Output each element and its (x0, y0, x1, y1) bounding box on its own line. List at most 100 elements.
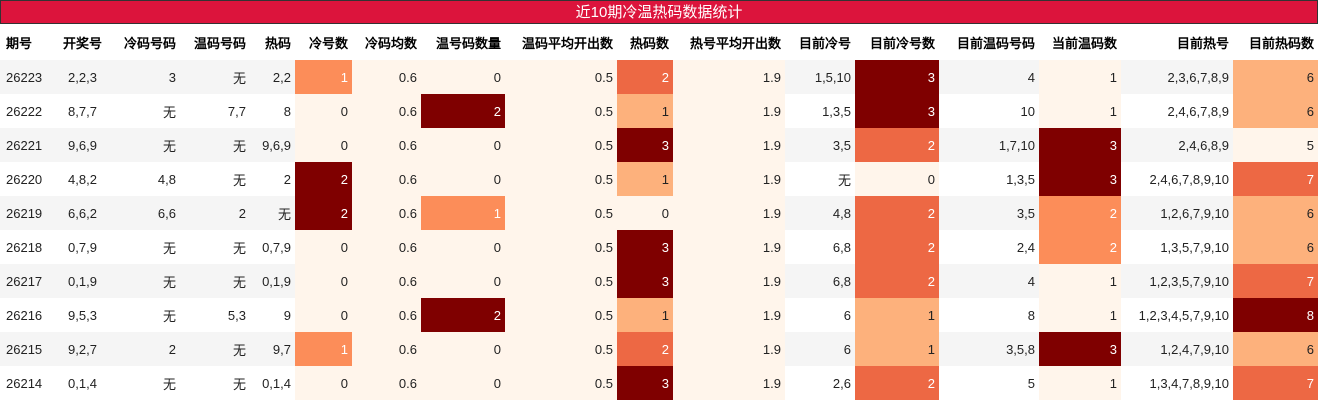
cell: 0 (421, 264, 505, 298)
cell: 2 (110, 332, 180, 366)
cell: 26215 (0, 332, 55, 366)
cell: 0.6 (352, 366, 421, 400)
cell: 1.9 (673, 128, 785, 162)
cell: 8 (939, 298, 1039, 332)
cell: 1,3,4,7,8,9,10 (1121, 366, 1233, 400)
column-header: 冷号数 (295, 24, 352, 60)
cell: 无 (110, 230, 180, 264)
cell: 1.9 (673, 162, 785, 196)
cell: 26214 (0, 366, 55, 400)
cell: 9,6,9 (250, 128, 295, 162)
cell: 5,3 (180, 298, 250, 332)
cell: 2 (617, 60, 673, 94)
cell: 0.6 (352, 128, 421, 162)
cell: 8,7,7 (55, 94, 110, 128)
cell: 0,7,9 (250, 230, 295, 264)
cell: 无 (110, 298, 180, 332)
cell: 7 (1233, 162, 1318, 196)
cell: 3 (617, 264, 673, 298)
cell: 0.5 (505, 60, 617, 94)
column-header: 热码数 (617, 24, 673, 60)
cell: 0.6 (352, 230, 421, 264)
column-header: 温号码数量 (421, 24, 505, 60)
cell: 无 (110, 128, 180, 162)
cell: 2 (1039, 230, 1121, 264)
cell: 2 (295, 162, 352, 196)
cell: 2 (855, 128, 939, 162)
cell: 1.9 (673, 264, 785, 298)
cell: 9,7 (250, 332, 295, 366)
cell: 无 (250, 196, 295, 230)
cell: 26218 (0, 230, 55, 264)
column-header: 冷码均数 (352, 24, 421, 60)
column-header: 期号 (0, 24, 55, 60)
cell: 1.9 (673, 196, 785, 230)
cell: 0 (295, 94, 352, 128)
cell: 0 (421, 230, 505, 264)
cell: 10 (939, 94, 1039, 128)
cell: 2 (855, 366, 939, 400)
column-header: 热号平均开出数 (673, 24, 785, 60)
cell: 无 (180, 128, 250, 162)
cell: 0.5 (505, 128, 617, 162)
cell: 0,7,9 (55, 230, 110, 264)
cell: 1 (1039, 366, 1121, 400)
column-header: 热码 (250, 24, 295, 60)
cell: 4,8,2 (55, 162, 110, 196)
cell: 6 (1233, 196, 1318, 230)
cell: 0 (421, 366, 505, 400)
cell: 0 (421, 332, 505, 366)
header-row: 期号 开奖号 冷码号码 温码号码 热码 冷号数 冷码均数 温号码数量 温码平均开出数 热码数 热号平… (0, 24, 1318, 60)
cell: 2 (421, 298, 505, 332)
cell: 1,3,5 (939, 162, 1039, 196)
cell: 0 (421, 60, 505, 94)
cell: 3 (110, 60, 180, 94)
column-header: 当前温码数 (1039, 24, 1121, 60)
cell: 26221 (0, 128, 55, 162)
cell: 0.6 (352, 264, 421, 298)
data-table: 期号 开奖号 冷码号码 温码号码 热码 冷号数 冷码均数 温号码数量 温码平均开出数 热码数 热号平… (0, 24, 1318, 400)
cell: 1 (855, 332, 939, 366)
cell: 26222 (0, 94, 55, 128)
cell: 无 (180, 366, 250, 400)
cell: 3 (1039, 128, 1121, 162)
cell: 0.5 (505, 94, 617, 128)
cell: 2 (617, 332, 673, 366)
cell: 26219 (0, 196, 55, 230)
cell: 3 (855, 60, 939, 94)
cell: 5 (1233, 128, 1318, 162)
cell: 2,3,6,7,8,9 (1121, 60, 1233, 94)
cell: 1 (855, 298, 939, 332)
cell: 2,4,6,7,8,9 (1121, 94, 1233, 128)
data-row: 26215 9,2,7 2 无 9,7 1 0.6 0 0.5 2 1.9 6 1 3,5,8 3 1,2,4… (0, 332, 1318, 366)
data-row: 26219 6,6,2 6,6 2 无 2 0.6 1 0.5 0 1.9 4,8 2 3,5 2 1,2,6… (0, 196, 1318, 230)
cell: 0 (295, 264, 352, 298)
cell: 6 (785, 298, 855, 332)
cell: 2 (1039, 196, 1121, 230)
cell: 1,3,5,7,9,10 (1121, 230, 1233, 264)
cell: 1 (617, 298, 673, 332)
cell: 无 (180, 162, 250, 196)
cell: 4 (939, 264, 1039, 298)
cell: 1 (1039, 264, 1121, 298)
cell: 无 (180, 60, 250, 94)
cell: 6 (785, 332, 855, 366)
cell: 9 (250, 298, 295, 332)
cell: 0 (855, 162, 939, 196)
column-header: 温码平均开出数 (505, 24, 617, 60)
cell: 0.5 (505, 230, 617, 264)
cell: 8 (250, 94, 295, 128)
cell: 0,1,4 (55, 366, 110, 400)
cell: 0 (295, 298, 352, 332)
data-row: 26217 0,1,9 无无 0,1,9 0 0.6 0 0.5 3 1.9 6,8 2 4 1 1,2,3… (0, 264, 1318, 298)
cell: 2 (421, 94, 505, 128)
cell: 1.9 (673, 298, 785, 332)
cell: 0 (421, 162, 505, 196)
cell: 1,7,10 (939, 128, 1039, 162)
cell: 0 (295, 230, 352, 264)
cell: 9,2,7 (55, 332, 110, 366)
cell: 7,7 (180, 94, 250, 128)
cell: 0.6 (352, 162, 421, 196)
cell: 6 (1233, 332, 1318, 366)
